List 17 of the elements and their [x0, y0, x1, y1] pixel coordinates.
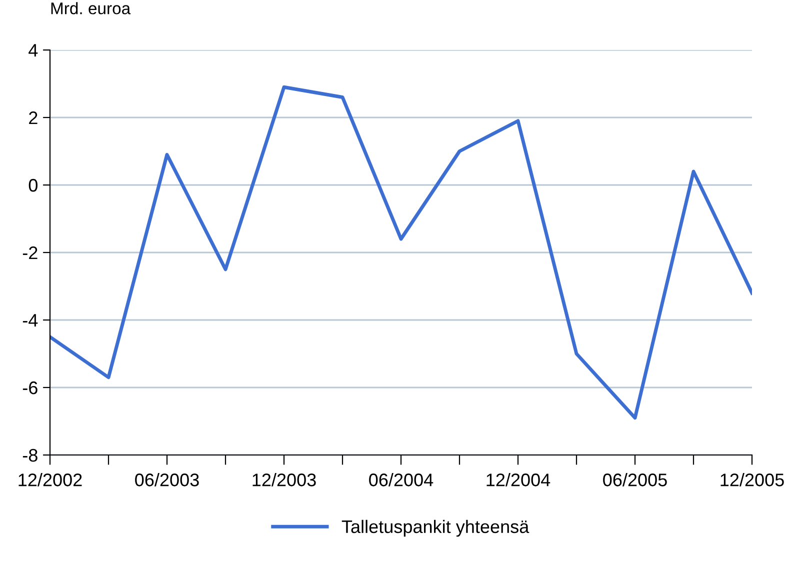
x-tick-label: 12/2002	[18, 473, 82, 486]
y-axis-title: Mrd. euroa	[51, 2, 131, 14]
line-series	[50, 85, 752, 420]
x-tick-label: 12/2003	[252, 473, 316, 486]
x-tick-label: 06/2004	[369, 473, 434, 486]
x-tick-label: 12/2005	[720, 473, 784, 486]
x-tick-label: 12/2004	[486, 473, 550, 486]
y-tick-label: -6	[22, 381, 38, 394]
x-tick-label: 06/2005	[603, 473, 667, 486]
y-tick-label: 4	[28, 44, 38, 57]
y-tick-label: 0	[28, 178, 38, 192]
y-tick-label: -2	[22, 246, 38, 260]
legend-label: Talletuspankit yhteensä	[342, 520, 530, 537]
y-tick-label: 2	[29, 111, 38, 124]
y-tick-label: -4	[22, 314, 38, 327]
x-tick-label: 06/2003	[135, 473, 199, 486]
y-tick-label: -8	[22, 448, 38, 462]
